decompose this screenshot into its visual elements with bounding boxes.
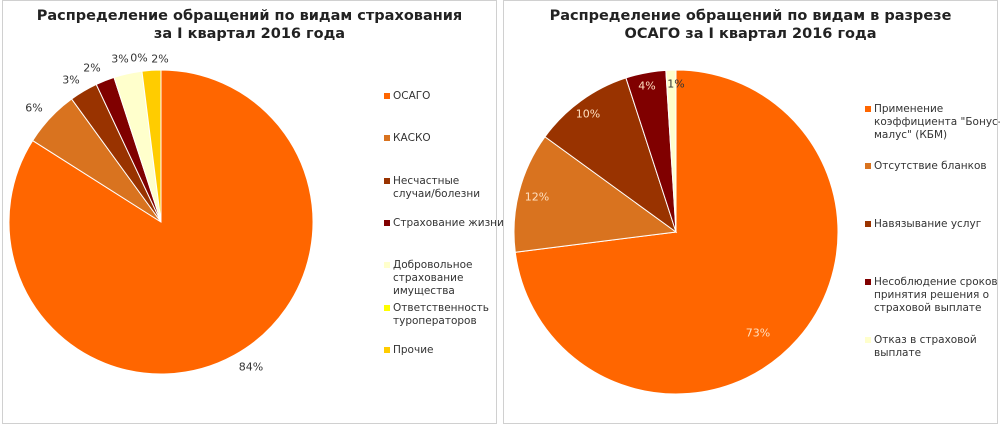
chart-title-line1: Распределение обращений по видам страхов… bbox=[36, 8, 463, 24]
pie-slice-blanks[interactable] bbox=[513, 136, 678, 253]
data-label-accident: 3% bbox=[62, 73, 80, 87]
pie-chart-osago-types bbox=[513, 69, 839, 395]
pie-slice-imposing[interactable] bbox=[544, 77, 677, 234]
pie-slice-other[interactable] bbox=[141, 69, 162, 223]
legend-marker-icon bbox=[384, 135, 390, 141]
data-label-imposing: 10% bbox=[575, 107, 601, 121]
data-label-deadlines: 4% bbox=[638, 79, 656, 93]
legend-marker-icon bbox=[865, 221, 871, 227]
data-label-tour: 0% bbox=[130, 51, 148, 65]
chart-title-line1: Распределение обращений по видам в разре… bbox=[549, 8, 952, 24]
legend-marker-icon bbox=[865, 279, 871, 285]
data-label-kbm: 73% bbox=[745, 326, 771, 340]
legend-marker-icon bbox=[384, 93, 390, 99]
legend-marker-icon bbox=[865, 106, 871, 112]
data-label-kasko: 6% bbox=[25, 101, 43, 115]
chart-title: Распределение обращений по видам страхов… bbox=[3, 7, 496, 43]
chart-panel-insurance-types: Распределение обращений по видам страхов… bbox=[2, 0, 504, 424]
data-label-refusal: 1% bbox=[667, 77, 685, 91]
legend-marker-icon bbox=[384, 220, 390, 226]
data-label-other: 2% bbox=[151, 52, 169, 66]
chart-title-line2: за I квартал 2016 года bbox=[153, 26, 346, 42]
chart-title: Распределение обращений по видам в разре… bbox=[504, 7, 997, 43]
data-label-property: 3% bbox=[111, 52, 129, 66]
legend-marker-icon bbox=[384, 262, 390, 268]
data-label-blanks: 12% bbox=[524, 190, 550, 204]
legend-marker-icon bbox=[865, 337, 871, 343]
legend-marker-icon bbox=[384, 347, 390, 353]
chart-panel-osago-types: Распределение обращений по видам в разре… bbox=[503, 0, 1000, 424]
legend-marker-icon bbox=[384, 178, 390, 184]
data-label-osago: 84% bbox=[238, 360, 264, 374]
legend-marker-icon bbox=[384, 305, 390, 311]
pie-slice-refusal[interactable] bbox=[665, 69, 677, 233]
data-label-life: 2% bbox=[83, 61, 101, 75]
legend-marker-icon bbox=[865, 163, 871, 169]
pie-chart-insurance-types bbox=[8, 69, 314, 375]
chart-title-line2: ОСАГО за I квартал 2016 года bbox=[624, 26, 877, 42]
